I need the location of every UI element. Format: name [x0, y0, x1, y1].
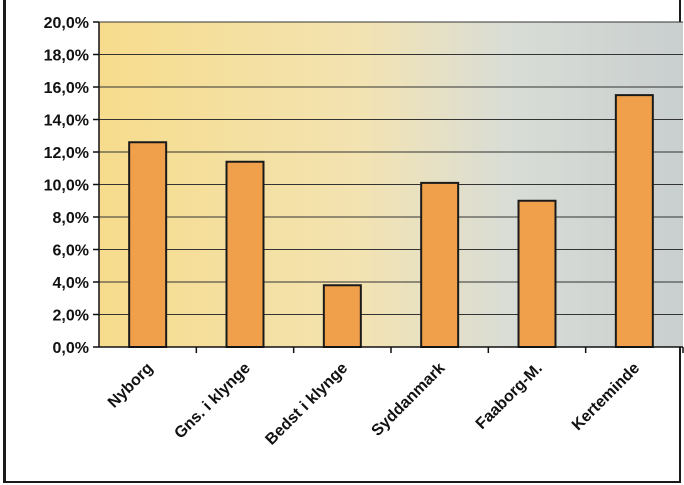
- y-tick-label: 8,0%: [53, 210, 89, 227]
- bars: [128, 94, 654, 348]
- y-tick-label: 18,0%: [44, 48, 89, 65]
- x-tick-label: Gns. i klynge: [171, 360, 254, 443]
- bar-nyborg: [128, 141, 168, 348]
- bar-kerteminde: [614, 94, 654, 348]
- y-tick-label: 12,0%: [44, 145, 89, 162]
- y-tick-label: 2,0%: [53, 308, 89, 325]
- x-tick-label: Bedst i klynge: [262, 360, 351, 449]
- y-tick-label: 20,0%: [44, 15, 89, 32]
- bar-bedst-i-klynge: [322, 284, 362, 348]
- y-tick-label: 4,0%: [53, 275, 89, 292]
- axes: [93, 21, 684, 353]
- bar-faaborg-m-: [517, 199, 557, 348]
- y-tick-label: 10,0%: [44, 178, 89, 195]
- x-tick-label: Faaborg-M.: [473, 360, 546, 433]
- y-tick-label: 0,0%: [53, 340, 89, 357]
- bar-gns-i-klynge: [225, 160, 265, 348]
- x-tick-label: Nyborg: [105, 360, 157, 412]
- y-tick-label: 6,0%: [53, 243, 89, 260]
- x-tick-labels: Nyborg Gns. i klynge Bedst i klynge Syddanm…: [105, 360, 643, 449]
- y-tick-labels: 0,0% 2,0% 4,0% 6,0% 8,0% 10,0% 12,0% 14,0% 16,0%…: [44, 15, 89, 357]
- bar-syddanmark: [420, 181, 460, 348]
- y-tick-label: 14,0%: [44, 113, 89, 130]
- x-tick-label: Syddanmark: [369, 360, 449, 440]
- gridlines: [99, 21, 683, 348]
- y-tick-label: 16,0%: [44, 80, 89, 97]
- x-tick-label: Kerteminde: [569, 360, 643, 434]
